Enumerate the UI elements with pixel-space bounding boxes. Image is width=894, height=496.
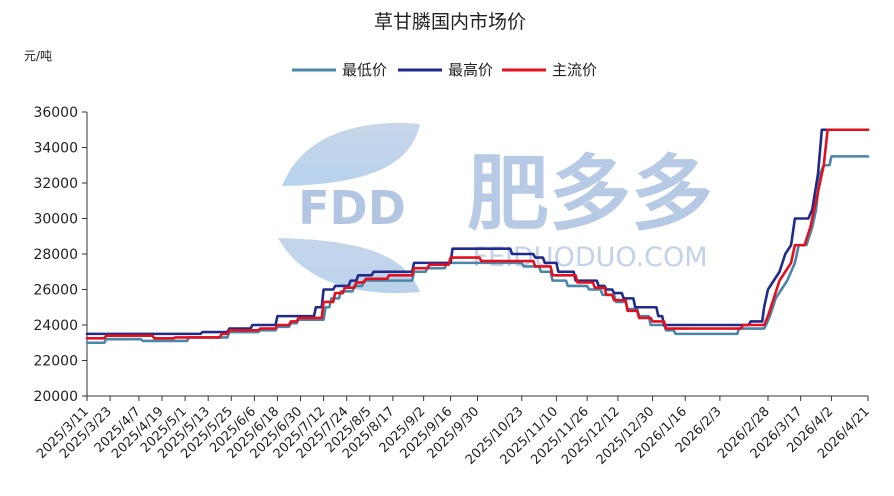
chart-title: 草甘膦国内市场价 [374,11,526,33]
series-group [85,128,870,345]
legend-label-3: 主流价 [552,61,597,79]
y-tick-label: 26000 [33,283,78,299]
y-tick-label: 24000 [33,318,78,334]
watermark-brand-text: 肥多多 [467,147,713,242]
legend-label-1: 最低价 [342,61,387,79]
watermark-badge-top-leaf [282,123,420,186]
y-tick-label: 32000 [33,176,78,192]
y-tick-label: 36000 [33,105,78,121]
watermark-logo: FDD 肥多多 FEIDUODUO.COM [278,123,713,294]
legend: 最低价 最高价 主流价 [292,61,597,79]
y-tick-label: 22000 [33,354,78,370]
y-tick-label: 30000 [33,212,78,228]
series-line-2 [85,128,870,336]
y-tick-label: 28000 [33,247,78,263]
y-unit-label: 元/吨 [24,49,52,63]
watermark-badge-text: FDD [298,181,406,235]
y-tick-label: 20000 [33,389,78,405]
legend-label-2: 最高价 [448,61,493,79]
watermark-url-text: FEIDUODUO.COM [472,242,707,273]
y-tick-label: 34000 [33,141,78,157]
axes: 20000 22000 24000 26000 28000 30000 32000 34000… [33,105,872,468]
series-line-3 [85,128,870,340]
